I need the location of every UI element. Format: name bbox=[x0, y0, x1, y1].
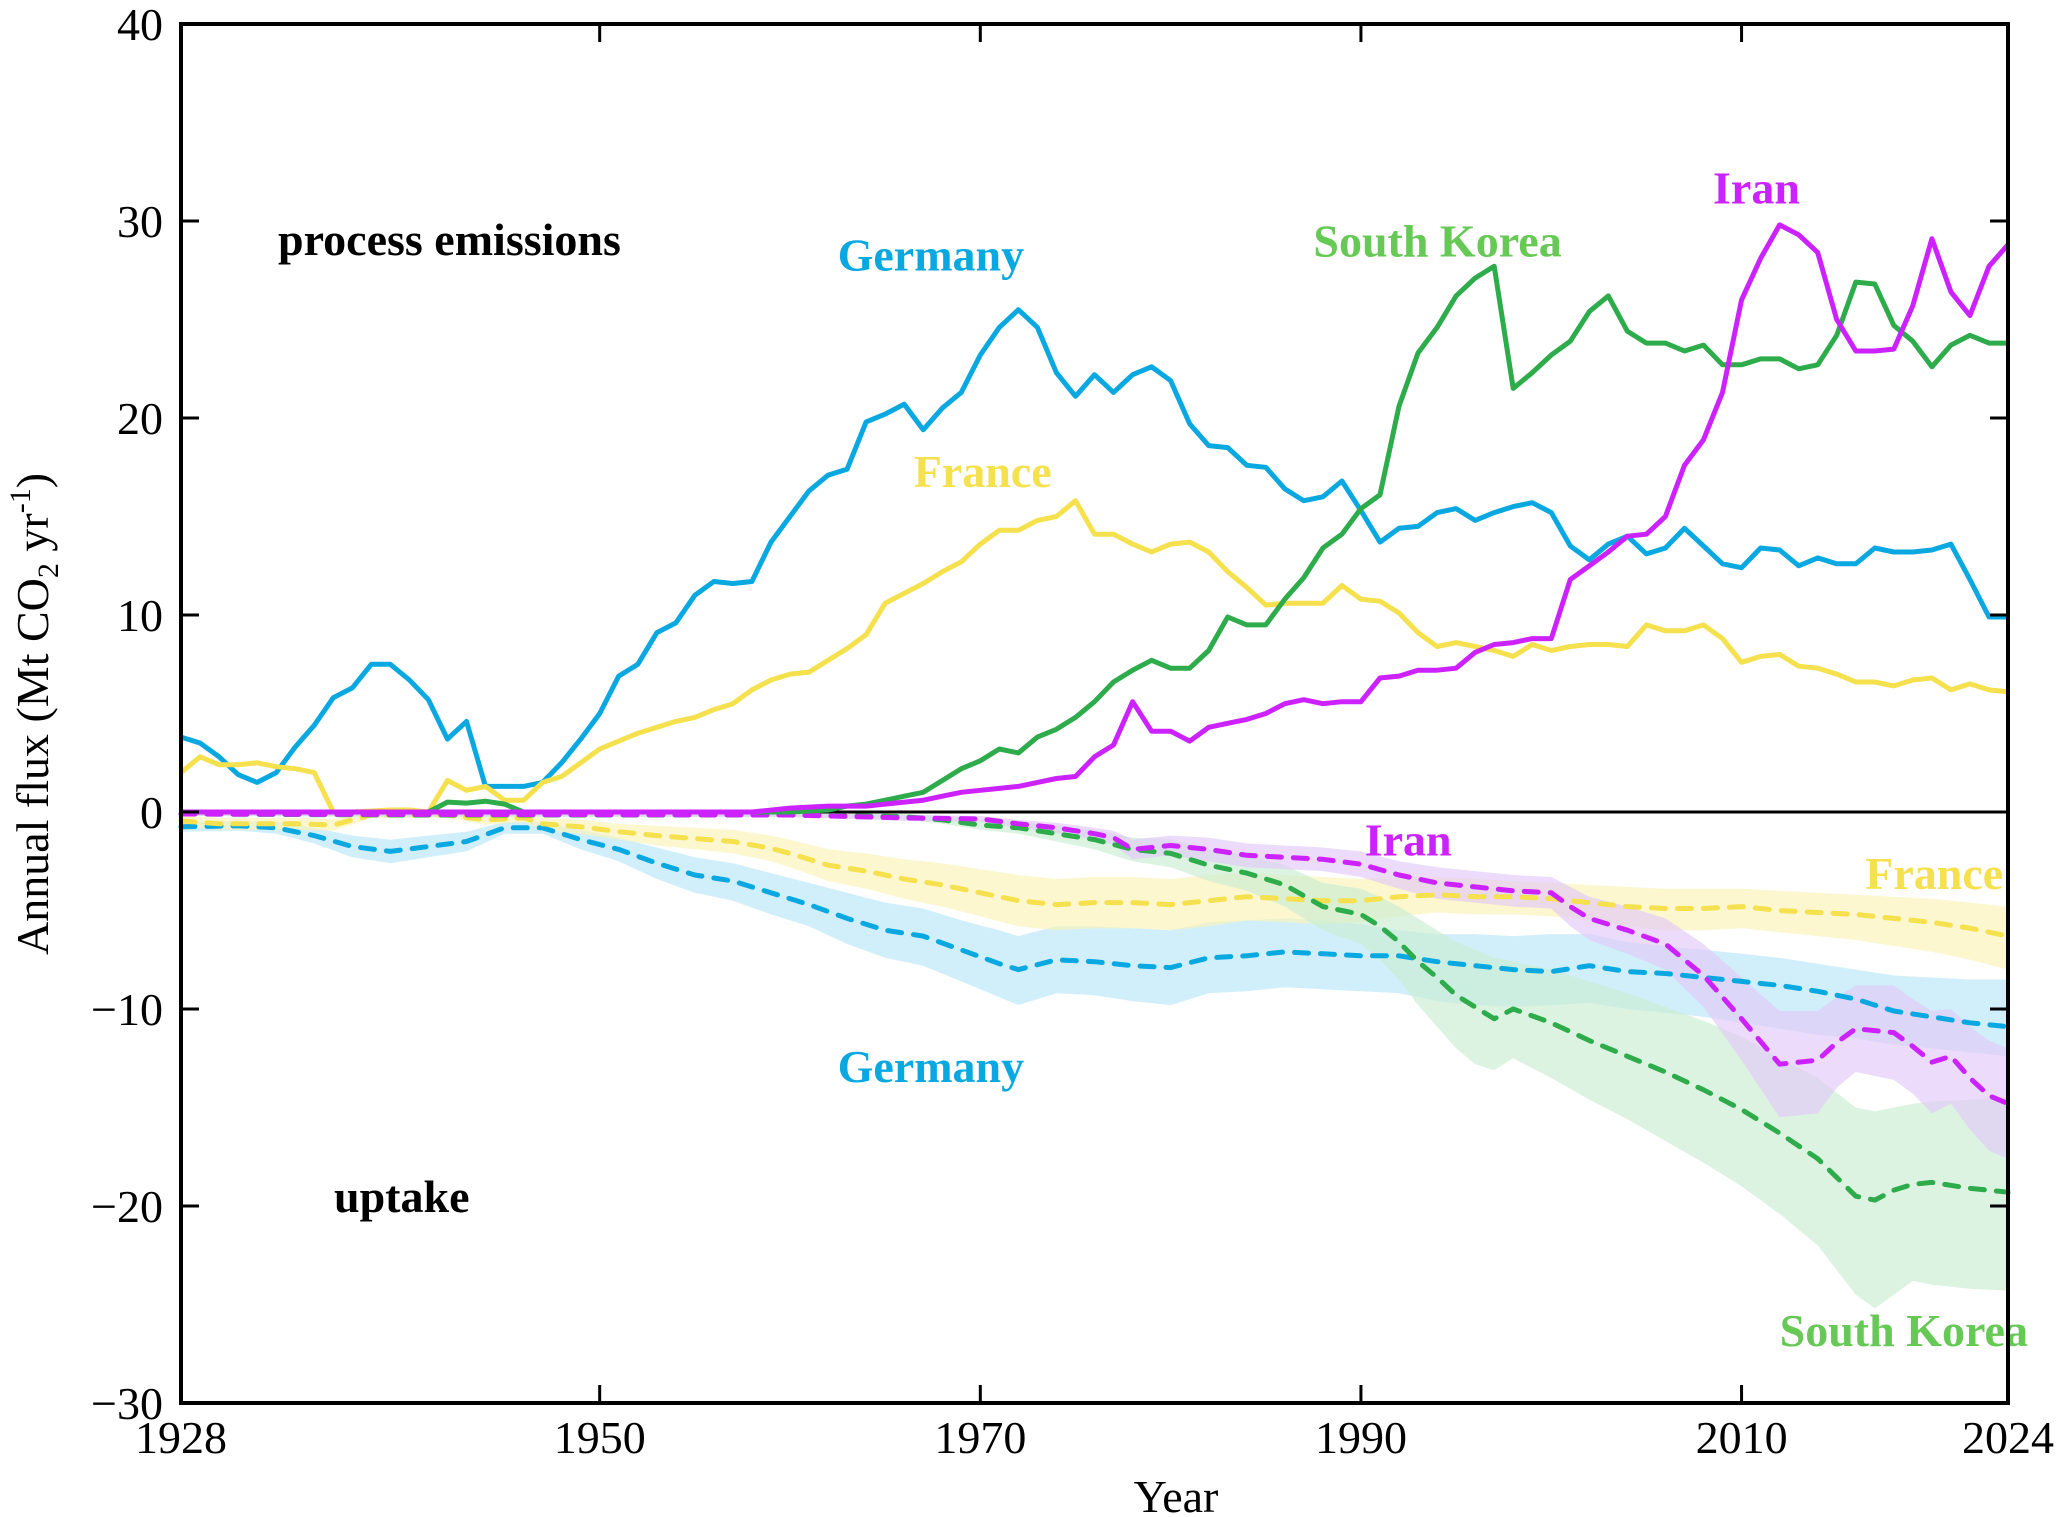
x-tick-label: 1970 bbox=[934, 1412, 1026, 1463]
uncertainty-bands bbox=[181, 812, 2008, 1309]
x-tick-label: 1990 bbox=[1315, 1412, 1407, 1463]
series-label-france: France bbox=[914, 446, 1052, 497]
uptake-line-france bbox=[178, 812, 2011, 939]
series-lines bbox=[178, 222, 2011, 1203]
y-tick-label: −30 bbox=[91, 1378, 163, 1429]
y-tick-label: 10 bbox=[117, 590, 163, 641]
y-tick-label: 30 bbox=[117, 196, 163, 247]
y-tick-label: −10 bbox=[91, 984, 163, 1035]
uptake-line-south-korea bbox=[178, 811, 2011, 1203]
uptake-label: uptake bbox=[334, 1171, 469, 1222]
process-emissions-label: process emissions bbox=[278, 214, 621, 265]
series-label-germany: Germany bbox=[838, 1041, 1025, 1092]
y-axis-title-main: Annual flux (Mt CO bbox=[7, 578, 58, 955]
y-axis-title: Annual flux (Mt CO2 yr-1) bbox=[4, 473, 65, 955]
x-tick-label: 2024 bbox=[1962, 1412, 2054, 1463]
x-tick-label: 2010 bbox=[1696, 1412, 1788, 1463]
series-label-south-korea: South Korea bbox=[1780, 1305, 2028, 1356]
series-label-south-korea: South Korea bbox=[1313, 215, 1561, 266]
y-axis-title-close: ) bbox=[7, 473, 58, 488]
y-axis-title-subscript: 2 bbox=[32, 563, 65, 578]
series-labels: Germany France South Korea Iran Iran France Ge… bbox=[838, 162, 2028, 1356]
y-tick-label: 20 bbox=[117, 393, 163, 444]
uptake-band-france bbox=[181, 812, 2008, 970]
uptake-line-germany bbox=[178, 823, 2011, 1030]
y-axis-title-unit: yr bbox=[7, 513, 58, 563]
emissions-line-iran bbox=[181, 222, 2010, 815]
emissions-line-germany bbox=[180, 307, 2008, 789]
uptake-line-iran bbox=[178, 811, 2011, 1107]
series-label-iran: Iran bbox=[1365, 814, 1452, 865]
y-tick-label: 40 bbox=[117, 0, 163, 50]
x-axis-title: Year bbox=[1134, 1471, 1219, 1517]
x-tick-label: 1950 bbox=[554, 1412, 646, 1463]
plot-frame bbox=[179, 22, 2010, 1405]
emissions-line-france bbox=[179, 498, 2009, 815]
x-axis-ticks: 1928 1950 1970 1990 2010 2024 bbox=[135, 24, 2054, 1463]
series-label-iran: Iran bbox=[1713, 162, 1800, 213]
series-label-germany: Germany bbox=[838, 229, 1025, 280]
y-tick-label: 0 bbox=[140, 787, 163, 838]
y-tick-label: −20 bbox=[91, 1181, 163, 1232]
y-axis-ticks: 40 30 20 10 0 −10 −20 −30 bbox=[91, 0, 2008, 1429]
series-label-france: France bbox=[1865, 848, 2003, 899]
emissions-line-south-korea bbox=[181, 263, 2008, 815]
x-tick-label: 1928 bbox=[135, 1412, 227, 1463]
uptake-band-south-korea bbox=[181, 812, 2008, 1309]
y-axis-title-superscript: -1 bbox=[4, 488, 37, 513]
